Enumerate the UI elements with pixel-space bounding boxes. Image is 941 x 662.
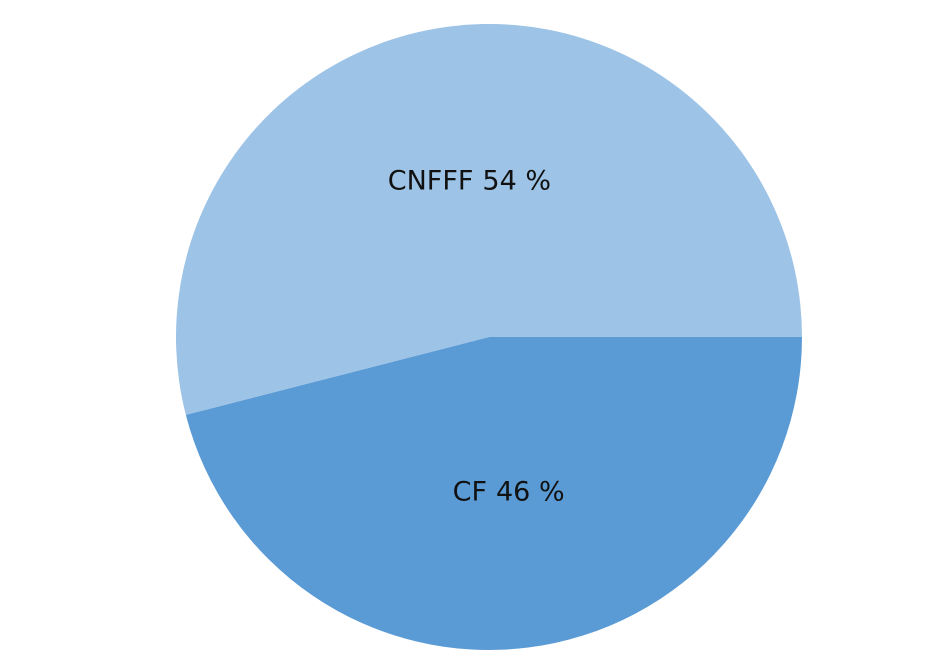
slice-value: 54 % — [482, 165, 551, 196]
pie-slice — [175, 23, 802, 415]
slice-category: CNFFF — [388, 165, 474, 196]
slice-value: 46 % — [496, 476, 565, 507]
slice-label: CNFFF 54 % — [388, 165, 551, 196]
slice-label: CF 46 % — [453, 476, 565, 507]
pie-slice — [185, 337, 802, 650]
slice-category: CF — [453, 476, 487, 507]
